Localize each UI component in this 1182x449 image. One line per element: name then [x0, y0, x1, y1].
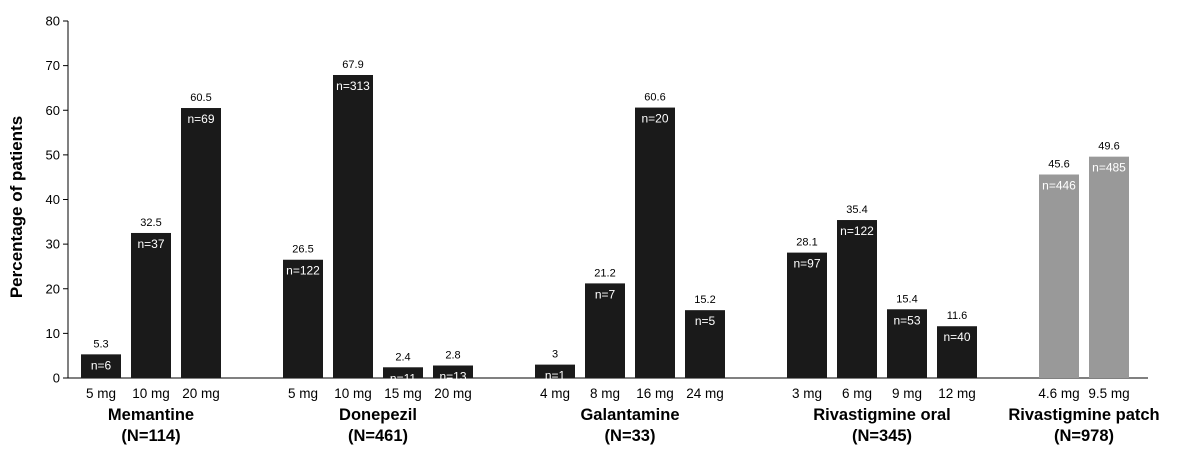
y-tick-label: 60	[46, 103, 60, 118]
x-axis-labels: 5 mg 10 mg 20 mg Memantine (N=114) 5 mg 10 mg 1…	[86, 386, 1160, 445]
bar-n-label: n=122	[840, 224, 874, 238]
group-name-label: Rivastigmine patch	[1008, 406, 1159, 424]
group-count-label: (N=978)	[1054, 427, 1114, 445]
y-tick-label: 20	[46, 281, 60, 296]
bar	[383, 367, 423, 378]
x-tick-label: 8 mg	[590, 386, 620, 401]
bars: 5.3 n=6 32.5 n=37 60.5 n=69 26.5 n=122 67.9 n=313…	[81, 59, 1129, 385]
x-tick-label: 12 mg	[938, 386, 976, 401]
bar-n-label: n=446	[1042, 179, 1076, 193]
group-name-label: Galantamine	[580, 406, 679, 424]
bar-n-label: n=7	[595, 287, 616, 301]
bar-value-label: 15.2	[694, 294, 715, 306]
x-tick-label: 16 mg	[636, 386, 674, 401]
bar-n-label: n=53	[893, 313, 920, 327]
bar-n-label: n=122	[286, 264, 320, 278]
bar-value-label: 60.6	[644, 92, 665, 104]
bar	[635, 107, 675, 378]
x-tick-label: 4 mg	[540, 386, 570, 401]
bar-value-label: 21.2	[594, 267, 615, 279]
y-tick-label: 40	[46, 192, 60, 207]
x-tick-label: 5 mg	[288, 386, 318, 401]
bar-value-label: 35.4	[846, 204, 867, 216]
bar	[81, 354, 121, 378]
bar	[131, 232, 171, 378]
x-tick-label: 15 mg	[384, 386, 422, 401]
bar-value-label: 60.5	[190, 92, 211, 104]
group-count-label: (N=461)	[348, 427, 408, 445]
bar-value-label: 11.6	[947, 310, 968, 322]
y-tick-label: 80	[46, 14, 60, 29]
group-name-label: Memantine	[108, 406, 194, 424]
bar-n-label: n=11	[390, 371, 416, 385]
bar	[181, 108, 221, 379]
bar-value-label: 3	[552, 349, 558, 361]
x-tick-label: 10 mg	[334, 386, 372, 401]
bar-n-label: n=97	[793, 257, 820, 271]
bar-value-label: 67.9	[342, 59, 363, 71]
x-tick-label: 3 mg	[792, 386, 822, 401]
bar-n-label: n=5	[695, 314, 716, 328]
y-tick-label: 70	[46, 58, 60, 73]
group-count-label: (N=114)	[121, 427, 180, 445]
bar	[535, 364, 575, 378]
bar-n-label: n=6	[91, 358, 112, 372]
bar	[937, 326, 977, 378]
bar-n-label: n=485	[1092, 161, 1126, 175]
bar-n-label: n=69	[187, 112, 214, 126]
bar	[283, 259, 323, 378]
x-tick-label: 5 mg	[86, 386, 116, 401]
x-tick-label: 20 mg	[434, 386, 472, 401]
bar-n-label: n=40	[943, 330, 970, 344]
bar-n-label: n=20	[641, 112, 668, 126]
x-tick-label: 6 mg	[842, 386, 872, 401]
bar	[585, 283, 625, 378]
bar-value-label: 2.8	[445, 350, 460, 362]
bar-value-label: 45.6	[1048, 159, 1069, 171]
y-tick-label: 10	[46, 326, 60, 341]
bar-value-label: 26.5	[292, 244, 313, 256]
y-tick-label: 0	[53, 371, 60, 386]
x-tick-label: 10 mg	[132, 386, 170, 401]
bar-value-label: 28.1	[796, 237, 817, 249]
x-tick-label: 20 mg	[182, 386, 220, 401]
bar-value-label: 15.4	[896, 293, 917, 305]
bar-n-label: n=37	[137, 237, 164, 251]
bar	[1039, 174, 1079, 378]
bar-value-label: 32.5	[140, 217, 161, 229]
bar-n-label: n=1	[545, 369, 566, 383]
bar-value-label: 5.3	[93, 338, 108, 350]
bar	[1089, 156, 1129, 378]
y-tick-label: 50	[46, 147, 60, 162]
bar	[837, 220, 877, 378]
x-tick-label: 9 mg	[892, 386, 922, 401]
x-tick-label: 4.6 mg	[1038, 386, 1079, 401]
group-name-label: Rivastigmine oral	[813, 406, 951, 424]
group-count-label: (N=345)	[852, 427, 912, 445]
bar-n-label: n=13	[439, 370, 466, 384]
bar	[333, 74, 373, 378]
bar	[433, 365, 473, 378]
x-tick-label: 9.5 mg	[1088, 386, 1129, 401]
y-axis-label: Percentage of patients	[7, 116, 26, 298]
y-tick-label: 30	[46, 237, 60, 252]
bar-value-label: 49.6	[1098, 141, 1119, 153]
x-tick-label: 24 mg	[686, 386, 724, 401]
bar	[887, 309, 927, 378]
y-axis-ticks: 0 10 20 30 40 50 60 70 80	[46, 14, 68, 386]
group-count-label: (N=33)	[605, 427, 656, 445]
bar-n-label: n=313	[336, 79, 370, 93]
bar	[685, 310, 725, 378]
bar	[787, 252, 827, 378]
bar-value-label: 2.4	[395, 351, 410, 363]
group-name-label: Donepezil	[339, 406, 417, 424]
